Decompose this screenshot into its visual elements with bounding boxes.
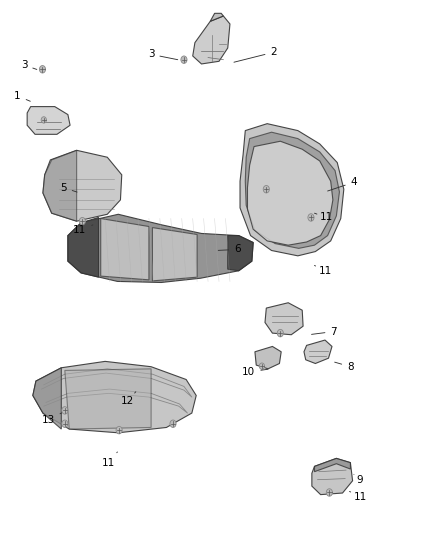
- Text: 2: 2: [234, 47, 277, 62]
- Circle shape: [277, 329, 283, 337]
- Polygon shape: [193, 16, 230, 64]
- Polygon shape: [101, 219, 149, 280]
- Circle shape: [326, 489, 332, 496]
- Circle shape: [263, 185, 269, 193]
- Text: 4: 4: [328, 177, 357, 191]
- Circle shape: [62, 420, 68, 427]
- Circle shape: [39, 66, 46, 73]
- Polygon shape: [304, 340, 332, 364]
- Polygon shape: [68, 217, 99, 277]
- Polygon shape: [210, 13, 223, 21]
- Polygon shape: [152, 228, 197, 281]
- Polygon shape: [33, 361, 196, 433]
- Text: 11: 11: [73, 225, 93, 235]
- Circle shape: [79, 217, 85, 225]
- Polygon shape: [43, 150, 122, 221]
- Text: 11: 11: [102, 452, 117, 467]
- Text: 11: 11: [314, 213, 333, 222]
- Text: 12: 12: [121, 392, 136, 406]
- Polygon shape: [27, 107, 70, 134]
- Text: 9: 9: [354, 474, 364, 484]
- Polygon shape: [255, 346, 281, 369]
- Polygon shape: [314, 458, 350, 472]
- Circle shape: [41, 117, 46, 123]
- Text: 11: 11: [350, 491, 367, 502]
- Polygon shape: [228, 236, 253, 271]
- Text: 3: 3: [21, 60, 37, 70]
- Polygon shape: [247, 141, 333, 245]
- Polygon shape: [245, 132, 339, 248]
- Text: 6: 6: [218, 245, 241, 254]
- Circle shape: [181, 56, 187, 63]
- Polygon shape: [65, 369, 151, 429]
- Circle shape: [62, 407, 68, 414]
- Circle shape: [170, 420, 176, 427]
- Text: 1: 1: [14, 91, 30, 101]
- Circle shape: [259, 363, 265, 369]
- Circle shape: [116, 426, 122, 434]
- Polygon shape: [265, 303, 303, 335]
- Text: 5: 5: [60, 183, 77, 192]
- Text: 11: 11: [314, 265, 332, 276]
- Polygon shape: [33, 368, 61, 429]
- Circle shape: [308, 214, 314, 221]
- Text: 7: 7: [311, 327, 337, 336]
- Text: 10: 10: [242, 367, 268, 377]
- Polygon shape: [68, 214, 253, 282]
- Text: 13: 13: [42, 413, 61, 425]
- Text: 3: 3: [148, 50, 178, 60]
- Polygon shape: [43, 150, 77, 221]
- Polygon shape: [312, 458, 353, 495]
- Polygon shape: [240, 124, 344, 256]
- Text: 8: 8: [335, 362, 354, 372]
